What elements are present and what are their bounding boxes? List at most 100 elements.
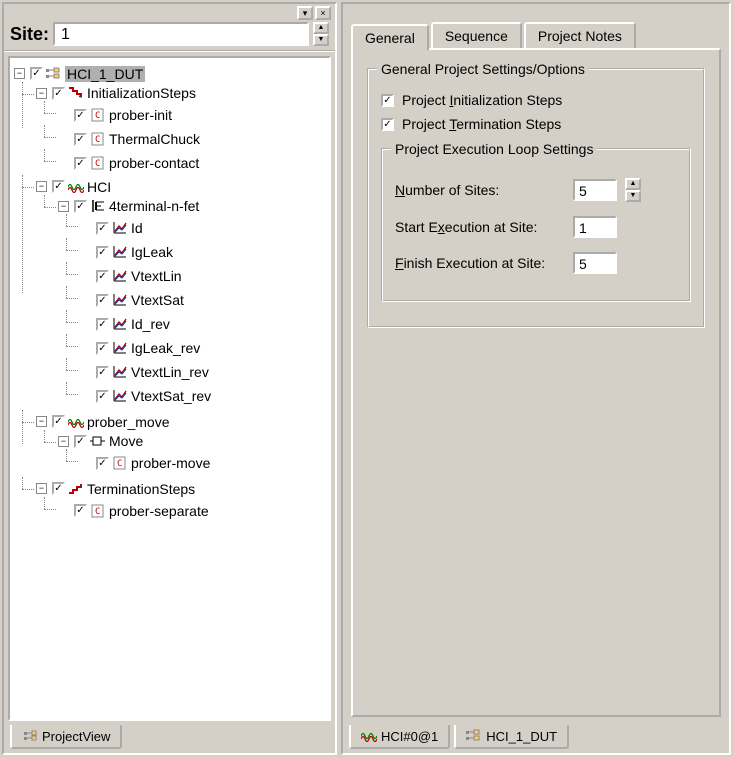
group-loop-settings: Project Execution Loop Settings Number o… xyxy=(381,148,691,302)
tab-projectview[interactable]: ProjectView xyxy=(10,725,122,749)
tree-label[interactable]: ThermalChuck xyxy=(109,131,200,147)
left-bottom-tabs: ProjectView xyxy=(4,725,335,753)
tab-general[interactable]: General xyxy=(351,24,429,50)
tree-node[interactable]: ✓ Id xyxy=(80,220,143,236)
tree-checkbox[interactable]: ✓ xyxy=(96,342,109,355)
graph-icon xyxy=(112,268,128,284)
project-tree[interactable]: −✓HCI_1_DUT−✓InitializationSteps✓Cprober… xyxy=(8,56,331,721)
site-down-button[interactable]: ▼ xyxy=(313,34,329,46)
start-site-input[interactable]: 1 xyxy=(573,216,617,238)
tree-label[interactable]: VtextLin_rev xyxy=(131,364,209,380)
tree-checkbox[interactable]: ✓ xyxy=(96,390,109,403)
num-sites-down[interactable]: ▼ xyxy=(625,190,641,202)
num-sites-up[interactable]: ▲ xyxy=(625,178,641,190)
bottom-tab-hci-0-1[interactable]: HCI#0@1 xyxy=(349,725,450,749)
tree-node[interactable]: ✓Cprober-move xyxy=(80,455,210,471)
tree-label[interactable]: HCI xyxy=(87,179,111,195)
tree-expander[interactable]: − xyxy=(58,201,69,212)
site-up-button[interactable]: ▲ xyxy=(313,22,329,34)
tree-node[interactable]: ✓ IgLeak xyxy=(80,244,173,260)
tree-checkbox[interactable]: ✓ xyxy=(96,318,109,331)
finish-site-input[interactable]: 5 xyxy=(573,252,617,274)
tree-checkbox[interactable]: ✓ xyxy=(74,200,87,213)
tree-checkbox[interactable]: ✓ xyxy=(52,482,65,495)
num-sites-label: Number of Sites: xyxy=(395,182,565,198)
tree-checkbox[interactable]: ✓ xyxy=(74,109,87,122)
site-bar: Site: 1 ▲ ▼ xyxy=(4,20,335,52)
chk-init-box[interactable]: ✓ xyxy=(381,94,394,107)
wave-icon xyxy=(68,179,84,195)
restore-button[interactable]: ▾ xyxy=(297,6,313,20)
tree-node[interactable]: −✓ TerminationSteps xyxy=(36,481,195,497)
tree-expander[interactable]: − xyxy=(58,436,69,447)
site-input[interactable]: 1 xyxy=(53,22,309,46)
tree-checkbox[interactable]: ✓ xyxy=(74,133,87,146)
svg-text:C: C xyxy=(95,507,100,517)
tree-checkbox[interactable]: ✓ xyxy=(52,87,65,100)
tree-label[interactable]: TerminationSteps xyxy=(87,481,195,497)
tree-label[interactable]: HCI_1_DUT xyxy=(65,66,145,82)
proj-icon xyxy=(22,728,38,744)
tree-checkbox[interactable]: ✓ xyxy=(74,157,87,170)
tree-label[interactable]: prober-init xyxy=(109,107,172,123)
tab-project-notes[interactable]: Project Notes xyxy=(524,22,636,48)
tree-node[interactable]: ✓ Cprober-separate xyxy=(58,503,209,519)
chk-term-box[interactable]: ✓ xyxy=(381,118,394,131)
tree-node[interactable]: ✓CThermalChuck xyxy=(58,131,200,147)
tree-label[interactable]: prober_move xyxy=(87,414,170,430)
chk-term-steps[interactable]: ✓ Project Termination Steps xyxy=(381,116,691,132)
tree-checkbox[interactable]: ✓ xyxy=(96,457,109,470)
tree-label[interactable]: prober-contact xyxy=(109,155,199,171)
tree-checkbox[interactable]: ✓ xyxy=(74,504,87,517)
tree-node[interactable]: ✓ Id_rev xyxy=(80,316,170,332)
tree-label[interactable]: prober-move xyxy=(131,455,210,471)
steps-down-icon xyxy=(68,85,84,101)
tree-checkbox[interactable]: ✓ xyxy=(30,67,43,80)
tree-node[interactable]: ✓ VtextLin_rev xyxy=(80,364,209,380)
tree-expander[interactable]: − xyxy=(36,483,47,494)
tree-label[interactable]: VtextSat_rev xyxy=(131,388,211,404)
site-label: Site: xyxy=(10,24,49,45)
num-sites-input[interactable]: 5 xyxy=(573,179,617,201)
bottom-tab-hci-1-dut[interactable]: HCI_1_DUT xyxy=(454,725,569,749)
chk-init-steps[interactable]: ✓ Project Initialization Steps xyxy=(381,92,691,108)
tree-node[interactable]: −✓ 4terminal-n-fet xyxy=(58,198,199,214)
tree-node[interactable]: −✓ HCI xyxy=(36,179,111,195)
tree-label[interactable]: Move xyxy=(109,433,143,449)
tree-label[interactable]: prober-separate xyxy=(109,503,209,519)
tree-node[interactable]: −✓ prober_move xyxy=(36,414,170,430)
tree-label[interactable]: VtextLin xyxy=(131,268,182,284)
tree-label[interactable]: Id xyxy=(131,220,143,236)
tree-node[interactable]: ✓ VtextSat_rev xyxy=(80,388,211,404)
tree-expander[interactable]: − xyxy=(36,88,47,99)
tree-expander[interactable]: − xyxy=(36,181,47,192)
tree-label[interactable]: 4terminal-n-fet xyxy=(109,198,199,214)
tree-expander[interactable]: − xyxy=(14,68,25,79)
close-button[interactable]: × xyxy=(315,6,331,20)
tree-label[interactable]: IgLeak xyxy=(131,244,173,260)
tree-label[interactable]: VtextSat xyxy=(131,292,184,308)
tree-checkbox[interactable]: ✓ xyxy=(52,180,65,193)
tree-label[interactable]: IgLeak_rev xyxy=(131,340,200,356)
tree-node[interactable]: ✓ VtextSat xyxy=(80,292,184,308)
steps-up-icon xyxy=(68,481,84,497)
field-finish-site: Finish Execution at Site: 5 xyxy=(395,252,677,274)
tree-label[interactable]: InitializationSteps xyxy=(87,85,196,101)
tree-checkbox[interactable]: ✓ xyxy=(96,294,109,307)
tree-label[interactable]: Id_rev xyxy=(131,316,170,332)
tree-node[interactable]: ✓Cprober-contact xyxy=(58,155,199,171)
tree-checkbox[interactable]: ✓ xyxy=(96,270,109,283)
tree-node[interactable]: −✓ Move xyxy=(58,433,143,449)
tree-node[interactable]: −✓ HCI_1_DUT xyxy=(14,66,145,82)
tree-expander[interactable]: − xyxy=(36,416,47,427)
tree-node[interactable]: −✓ InitializationSteps xyxy=(36,85,196,101)
tree-node[interactable]: ✓ VtextLin xyxy=(80,268,182,284)
tree-checkbox[interactable]: ✓ xyxy=(52,415,65,428)
tree-checkbox[interactable]: ✓ xyxy=(96,366,109,379)
tree-node[interactable]: ✓ IgLeak_rev xyxy=(80,340,200,356)
tree-checkbox[interactable]: ✓ xyxy=(96,246,109,259)
tab-sequence[interactable]: Sequence xyxy=(431,22,522,48)
tree-node[interactable]: ✓Cprober-init xyxy=(58,107,172,123)
tree-checkbox[interactable]: ✓ xyxy=(74,435,87,448)
tree-checkbox[interactable]: ✓ xyxy=(96,222,109,235)
